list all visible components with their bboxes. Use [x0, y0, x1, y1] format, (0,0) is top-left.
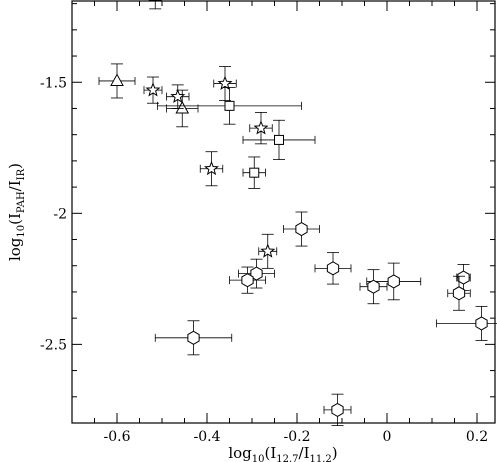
triangle-marker: [110, 73, 124, 86]
y-axis-label: log10(IPAH/IIR): [6, 163, 27, 261]
hexagon-marker: [367, 279, 380, 294]
data-point-star: [166, 84, 190, 109]
data-point-square: [242, 156, 266, 189]
hexagon-marker: [295, 221, 308, 237]
data-point-star: [249, 111, 273, 145]
x-tick-label: -0.4: [194, 429, 221, 445]
data-point-hexagon: [314, 252, 352, 285]
x-axis-label: log10(I12.7/I11.2): [228, 444, 337, 462]
star-marker: [260, 243, 276, 258]
y-tick-label: -2: [53, 206, 67, 222]
star-marker: [170, 88, 186, 104]
hexagon-marker: [331, 402, 344, 417]
data-point-hexagon: [447, 275, 471, 311]
triangle-marker: [175, 100, 190, 114]
data-point-star: [258, 233, 278, 269]
data-point-square: [242, 119, 316, 160]
square-marker: [274, 134, 284, 145]
axis-ticks: [71, 1, 495, 424]
hexagon-marker: [326, 261, 340, 276]
data-point-triangle: [98, 63, 136, 99]
square-marker: [224, 100, 235, 111]
data-point-star: [143, 76, 163, 104]
data-point-star: [213, 66, 237, 102]
hexagon-marker: [452, 286, 466, 301]
star-marker: [217, 75, 233, 90]
x-tick-label: 0.2: [466, 429, 488, 445]
star-marker: [204, 160, 219, 176]
data-points: [98, 0, 497, 427]
star-marker: [145, 82, 161, 97]
plot-frame: [71, 0, 496, 424]
data-point-hexagon: [323, 393, 352, 427]
hexagon-marker: [475, 316, 488, 331]
data-point-hexagon: [366, 262, 422, 301]
data-point-hexagon: [238, 258, 275, 289]
star-marker: [253, 120, 269, 135]
hexagon-marker: [457, 270, 470, 285]
data-point-star: [199, 151, 224, 187]
data-point-hexagon: [359, 269, 388, 305]
hexagon-marker: [387, 274, 400, 289]
y-tick-label: -1.5: [40, 75, 67, 91]
square-marker: [249, 167, 260, 178]
x-tick-label: -0.2: [284, 429, 311, 445]
data-point-hexagon: [283, 211, 320, 247]
x-tick-label: -0.6: [104, 429, 131, 445]
tick-labels: -0.6 -0.4 -0.2 0 0.2 -1.5 -2 -2.5: [40, 75, 488, 445]
data-point-hexagon: [154, 320, 233, 356]
x-tick-label: 0: [383, 429, 392, 445]
data-point-square: [157, 87, 302, 125]
hexagon-marker: [187, 330, 200, 345]
hexagon-marker: [241, 273, 254, 288]
y-tick-label: -2.5: [40, 337, 67, 353]
data-point-triangle: [148, 0, 163, 10]
data-point-hexagon: [229, 266, 266, 294]
data-point-hexagon: [436, 305, 497, 341]
